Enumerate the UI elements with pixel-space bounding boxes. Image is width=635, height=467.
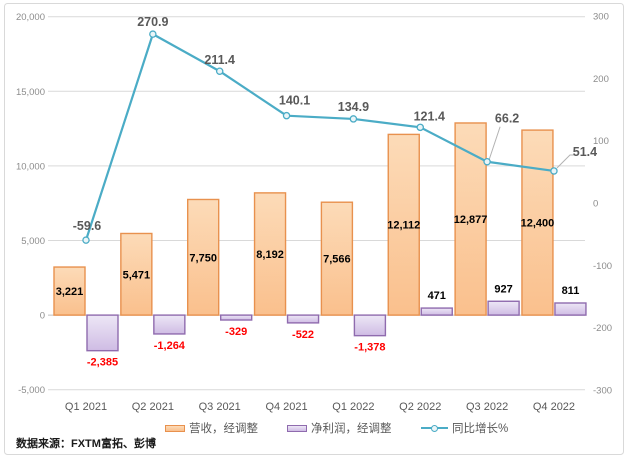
growth-data-labels: -59.6 270.9 211.4 140.1 134.9 121.4 66.2 51.4 xyxy=(73,15,597,233)
profit-bar xyxy=(86,314,119,352)
axis-tick-labels: 20,000 15,000 10,000 5,000 0 -5,000 300 200 100 0… xyxy=(16,12,612,397)
leader-line xyxy=(488,126,501,160)
line-marker-icon xyxy=(431,424,438,432)
growth-label: 134.9 xyxy=(338,100,369,114)
revenue-bar xyxy=(454,122,487,316)
category-axis-labels: Q1 2021 Q2 2021 Q3 2021 Q4 2021 Q1 2022 Q2 20… xyxy=(65,401,575,413)
revenue-bar xyxy=(120,232,153,316)
revenue-bar xyxy=(387,133,420,316)
revenue-bar-label: 3,221 xyxy=(56,286,84,298)
legend-item-revenue: 营收，经调整 xyxy=(165,421,258,435)
profit-bar-label: -1,264 xyxy=(154,340,186,352)
bars xyxy=(53,122,587,352)
line-marker xyxy=(416,123,424,132)
growth-label: 66.2 xyxy=(495,112,519,126)
line-marker xyxy=(349,115,358,123)
growth-label: 211.4 xyxy=(204,53,235,67)
profit-bar xyxy=(420,307,453,316)
profit-swatch-icon xyxy=(287,424,307,432)
profit-bar-label: -2,385 xyxy=(87,357,118,369)
label-leader-lines xyxy=(488,126,575,169)
category-label: Q3 2022 xyxy=(466,401,508,413)
growth-line-swatch-icon xyxy=(421,424,448,432)
leader-line xyxy=(556,154,575,169)
category-label: Q4 2021 xyxy=(265,401,307,413)
left-axis-tick: -5,000 xyxy=(18,385,45,396)
line-marker xyxy=(550,167,558,175)
profit-bar xyxy=(353,314,387,337)
profit-bar xyxy=(153,314,186,335)
profit-bar-label: 927 xyxy=(494,283,512,295)
left-axis-tick: 15,000 xyxy=(16,87,45,98)
revenue-bar-label: 8,192 xyxy=(256,249,284,261)
right-axis-tick: 0 xyxy=(593,199,598,210)
legend-label-growth: 同比增长% xyxy=(452,423,509,435)
left-axis-tick: 20,000 xyxy=(16,12,45,23)
revenue-bar-label: 12,112 xyxy=(387,220,420,232)
growth-line xyxy=(84,33,555,241)
legend-item-growth: 同比增长% xyxy=(421,421,508,435)
line-marker xyxy=(149,30,157,38)
profit-bar xyxy=(554,302,587,316)
revenue-bar xyxy=(320,201,354,316)
line-marker xyxy=(483,157,491,166)
category-label: Q2 2022 xyxy=(399,401,441,413)
profit-bar xyxy=(487,300,520,316)
line-marker xyxy=(282,111,291,120)
revenue-bar-label: 5,471 xyxy=(123,269,151,281)
right-axis-tick: -200 xyxy=(593,323,612,334)
legend-label-revenue: 营收，经调整 xyxy=(189,423,258,435)
source-note: 数据来源：FXTM富拓、彭博 xyxy=(16,438,156,450)
profit-bar-label: 811 xyxy=(562,285,580,297)
bar-data-labels: 3,221 -2,385 5,471 -1,264 7,750 -329 8,192 -522… xyxy=(56,214,580,369)
left-axis-tick: 10,000 xyxy=(16,161,45,172)
category-label: Q2 2021 xyxy=(132,401,174,413)
profit-bar-label: -522 xyxy=(292,329,314,341)
revenue-bar-label: 12,877 xyxy=(454,214,488,226)
category-label: Q1 2022 xyxy=(332,401,374,413)
growth-label: 140.1 xyxy=(279,94,310,108)
revenue-bar xyxy=(253,192,287,316)
left-axis-tick: 5,000 xyxy=(21,236,45,247)
revenue-swatch-icon xyxy=(165,424,185,432)
legend-item-profit: 净利润，经调整 xyxy=(287,421,392,435)
revenue-bar xyxy=(521,129,554,316)
gridlines xyxy=(48,16,585,391)
category-label: Q1 2021 xyxy=(65,401,107,413)
growth-label: 51.4 xyxy=(573,145,597,159)
outer-frame xyxy=(4,3,624,455)
profit-bar-label: -1,378 xyxy=(354,342,385,354)
growth-label: -59.6 xyxy=(73,219,102,233)
profit-bar-label: -329 xyxy=(225,326,247,338)
revenue-bar-label: 7,750 xyxy=(189,252,217,264)
growth-label: 270.9 xyxy=(137,15,168,29)
right-axis-tick: 100 xyxy=(593,136,609,147)
revenue-bar xyxy=(186,198,220,316)
right-axis-tick: 200 xyxy=(593,74,609,85)
category-label: Q3 2021 xyxy=(199,401,241,413)
profit-bar xyxy=(219,314,253,321)
right-axis-tick: -100 xyxy=(593,261,612,272)
growth-label: 121.4 xyxy=(414,109,445,123)
category-label: Q4 2022 xyxy=(533,401,575,413)
left-axis-tick: 0 xyxy=(40,311,45,322)
revenue-bar-label: 12,400 xyxy=(521,218,555,230)
profit-bar xyxy=(286,314,320,324)
legend-label-profit: 净利润，经调整 xyxy=(311,423,392,435)
profit-bar-label: 471 xyxy=(428,290,446,302)
line-marker xyxy=(82,236,90,244)
line-marker xyxy=(215,67,224,75)
revenue-bar xyxy=(53,266,86,316)
right-axis-tick: 300 xyxy=(593,12,609,23)
right-axis-tick: -300 xyxy=(593,386,612,397)
growth-line-markers xyxy=(82,30,558,244)
revenue-bar-label: 7,566 xyxy=(323,254,351,266)
